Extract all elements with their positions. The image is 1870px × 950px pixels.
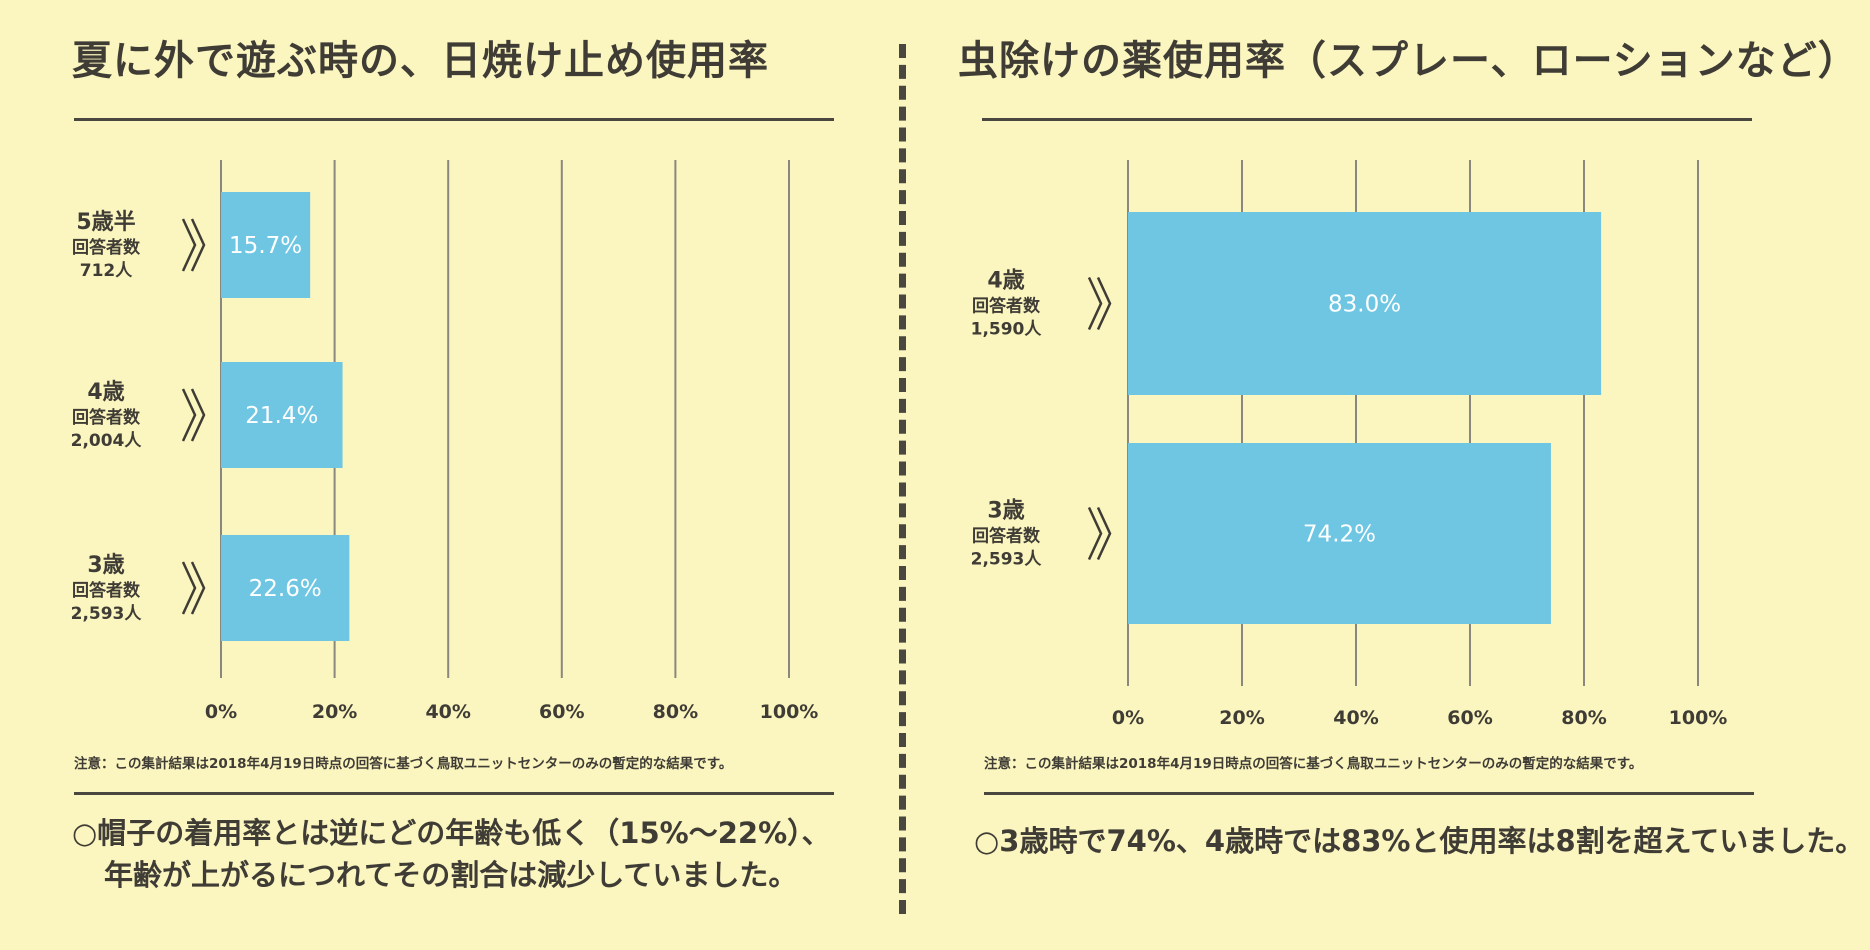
footnote: 注意：この集計結果は2018年4月19日時点の回答に基づく鳥取ユニットセンターの… <box>984 756 1643 772</box>
summary-text: ○帽子の着用率とは逆にどの年齢も低く（15%〜22%）、 年齢が上がるにつれてそ… <box>72 812 831 896</box>
bar <box>1128 443 1551 624</box>
chevron-icon <box>181 388 206 442</box>
respondent-count: 712人 <box>80 261 133 281</box>
chevron-icon <box>181 561 206 615</box>
summary-line-2: 年齢が上がるにつれてその割合は減少していました。 <box>104 858 798 892</box>
chart-title: 虫除けの薬使用率（スプレー、ローションなど） <box>958 38 1859 84</box>
bar-value-label: 83.0% <box>1328 292 1401 318</box>
insect-repellent-chart: 0% 20% 40% 60% 80% 100%83.0%4歳回答者数1,590人74.2%… <box>971 160 1728 729</box>
respondent-count: 2,593人 <box>71 604 143 624</box>
x-tick-label: 60% <box>1447 707 1492 729</box>
title-rule <box>982 118 1752 121</box>
x-tick-label: 20% <box>1219 707 1264 729</box>
summary-text: ○3歳時で74%、4歳時では83%と使用率は8割を超えていました。 <box>974 820 1864 862</box>
chart-title: 夏に外で遊ぶ時の、日焼け止め使用率 <box>72 38 769 84</box>
bar-value-label: 22.6% <box>249 576 322 602</box>
bar <box>1128 212 1602 395</box>
footnote: 注意：この集計結果は2018年4月19日時点の回答に基づく鳥取ユニットセンターの… <box>74 756 733 772</box>
x-tick-label: 80% <box>1561 707 1606 729</box>
bar <box>221 192 311 298</box>
dashed-divider <box>899 44 906 914</box>
respondent-count: 2,593人 <box>971 550 1043 570</box>
respondent-label: 回答者数 <box>72 407 141 428</box>
bar-value-label: 21.4% <box>245 403 318 429</box>
category-label: 4歳 <box>987 269 1024 294</box>
note-rule <box>74 792 834 795</box>
x-tick-label: 0% <box>205 701 237 723</box>
summary-line-1: ○3歳時で74%、4歳時では83%と使用率は8割を超えていました。 <box>974 824 1865 858</box>
x-tick-label: 40% <box>1333 707 1378 729</box>
chevron-icon <box>1087 506 1112 561</box>
x-tick-label: 40% <box>425 701 470 723</box>
chevron-icon <box>1087 276 1112 331</box>
bar <box>221 535 350 641</box>
respondent-label: 回答者数 <box>72 237 141 258</box>
respondent-count: 1,590人 <box>971 320 1043 340</box>
x-tick-label: 80% <box>653 701 698 723</box>
x-tick-label: 100% <box>1669 707 1728 729</box>
sunscreen-chart: 0% 20% 40% 60% 80% 100%15.7%5歳半回答者数712人21.4%4… <box>71 160 819 723</box>
respondent-count: 2,004人 <box>71 431 143 451</box>
summary-line-1: ○帽子の着用率とは逆にどの年齢も低く（15%〜22%）、 <box>72 816 831 850</box>
sunscreen-panel: 夏に外で遊ぶ時の、日焼け止め使用率 0% 20% 40% 60% 80% 100% 15.7… <box>0 0 900 950</box>
bar-value-label: 15.7% <box>229 233 302 259</box>
category-label: 5歳半 <box>76 210 135 235</box>
bar-value-label: 74.2% <box>1303 522 1376 548</box>
category-label: 3歳 <box>87 553 124 578</box>
bar <box>221 362 343 468</box>
respondent-label: 回答者数 <box>972 526 1041 547</box>
note-rule <box>984 792 1754 795</box>
x-tick-label: 100% <box>760 701 819 723</box>
insect-repellent-panel: 虫除けの薬使用率（スプレー、ローションなど） 0% 20% 40% 60% 80% 100… <box>910 0 1870 950</box>
x-tick-label: 20% <box>312 701 357 723</box>
title-rule <box>74 118 834 121</box>
respondent-label: 回答者数 <box>72 580 141 601</box>
category-label: 3歳 <box>987 499 1024 524</box>
x-tick-label: 0% <box>1112 707 1144 729</box>
x-tick-label: 60% <box>539 701 584 723</box>
respondent-label: 回答者数 <box>972 296 1041 317</box>
chevron-icon <box>181 218 206 272</box>
category-label: 4歳 <box>87 380 124 405</box>
